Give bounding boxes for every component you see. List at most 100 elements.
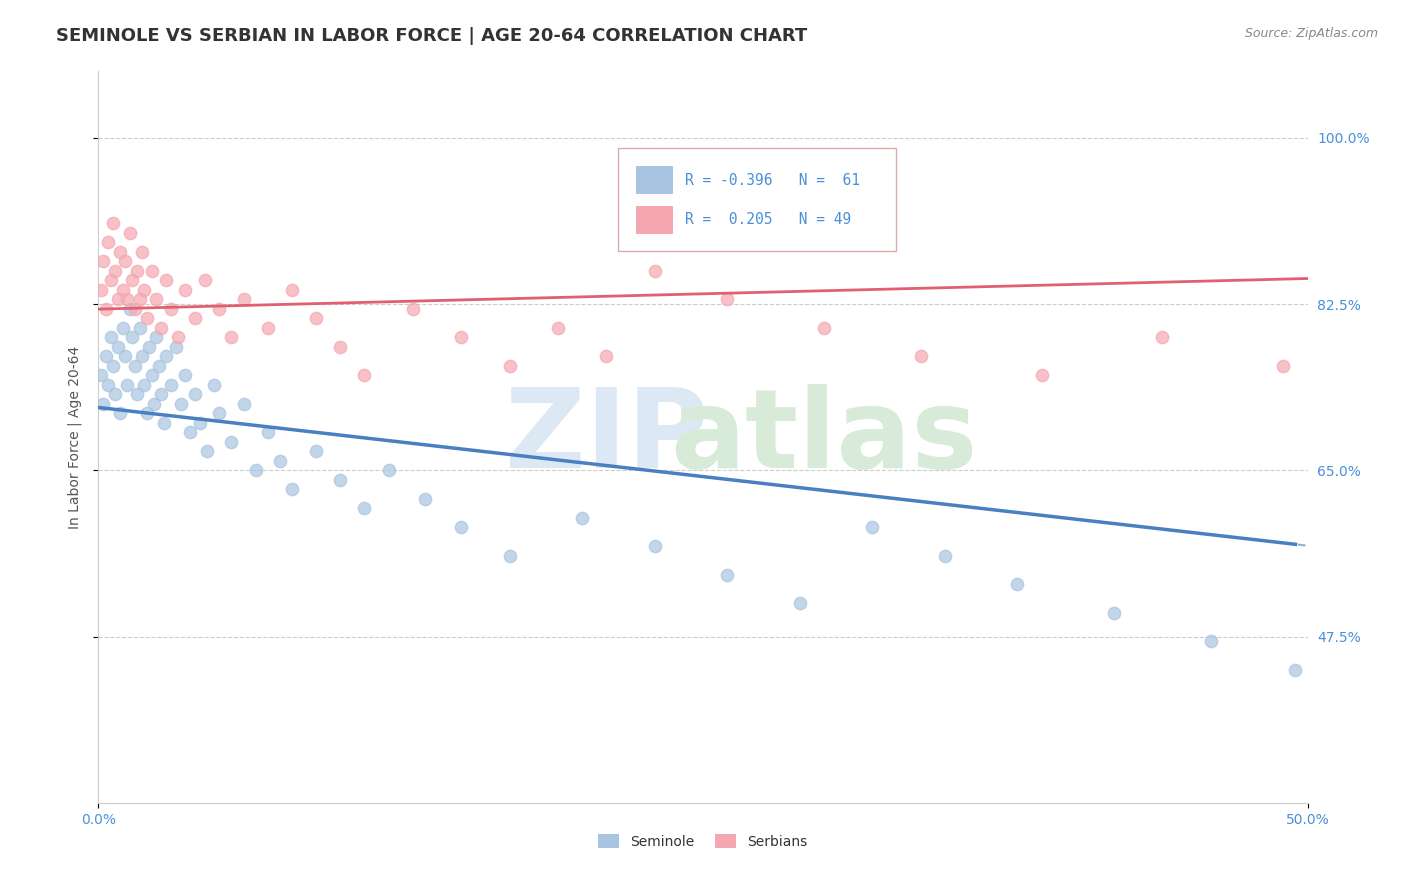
Point bbox=[402, 301, 425, 316]
Point bbox=[135, 311, 157, 326]
Point bbox=[108, 244, 131, 259]
Point bbox=[111, 321, 134, 335]
Point bbox=[148, 359, 170, 373]
Text: R = -0.396   N =  61: R = -0.396 N = 61 bbox=[685, 173, 860, 188]
Point bbox=[179, 425, 201, 440]
Point bbox=[245, 463, 267, 477]
Point bbox=[124, 359, 146, 373]
Point bbox=[716, 567, 738, 582]
Point bbox=[141, 368, 163, 383]
Point bbox=[118, 226, 141, 240]
Point bbox=[135, 406, 157, 420]
Point bbox=[232, 397, 254, 411]
Text: SEMINOLE VS SERBIAN IN LABOR FORCE | AGE 20-64 CORRELATION CHART: SEMINOLE VS SERBIAN IN LABOR FORCE | AGE… bbox=[56, 27, 807, 45]
Point bbox=[169, 397, 191, 411]
Point bbox=[716, 293, 738, 307]
Point bbox=[104, 264, 127, 278]
FancyBboxPatch shape bbox=[619, 148, 897, 251]
Point bbox=[131, 244, 153, 259]
Point bbox=[118, 301, 141, 316]
Point bbox=[155, 273, 177, 287]
Point bbox=[353, 501, 375, 516]
Point bbox=[97, 235, 120, 250]
Legend: Seminole, Serbians: Seminole, Serbians bbox=[593, 829, 813, 855]
Point bbox=[134, 283, 156, 297]
Text: atlas: atlas bbox=[671, 384, 977, 491]
Point bbox=[208, 406, 231, 420]
Point bbox=[160, 377, 183, 392]
Point bbox=[188, 416, 211, 430]
Point bbox=[1284, 663, 1306, 677]
Point bbox=[450, 520, 472, 534]
Point bbox=[1031, 368, 1053, 383]
Point bbox=[101, 216, 124, 230]
Point bbox=[101, 359, 124, 373]
Point bbox=[94, 301, 117, 316]
Point bbox=[269, 454, 291, 468]
Point bbox=[152, 416, 174, 430]
Point bbox=[1102, 606, 1125, 620]
Point bbox=[138, 340, 160, 354]
Text: R =  0.205   N = 49: R = 0.205 N = 49 bbox=[685, 212, 851, 227]
Point bbox=[184, 387, 207, 401]
Point bbox=[114, 254, 136, 268]
Point bbox=[498, 549, 520, 563]
Point bbox=[256, 425, 278, 440]
Point bbox=[91, 397, 114, 411]
Point bbox=[571, 511, 593, 525]
Point bbox=[145, 293, 167, 307]
Point bbox=[194, 273, 217, 287]
Point bbox=[121, 330, 143, 344]
Point bbox=[111, 283, 134, 297]
Point bbox=[104, 387, 127, 401]
Point bbox=[450, 330, 472, 344]
Point bbox=[174, 368, 197, 383]
Point bbox=[141, 264, 163, 278]
Point bbox=[184, 311, 207, 326]
Point bbox=[114, 349, 136, 363]
Point bbox=[150, 321, 173, 335]
Point bbox=[195, 444, 218, 458]
Point bbox=[134, 377, 156, 392]
Point bbox=[90, 283, 112, 297]
Point bbox=[232, 293, 254, 307]
Point bbox=[100, 330, 122, 344]
Point bbox=[124, 301, 146, 316]
Point bbox=[1152, 330, 1174, 344]
Point bbox=[160, 301, 183, 316]
Point bbox=[353, 368, 375, 383]
Point bbox=[377, 463, 399, 477]
Point bbox=[221, 330, 243, 344]
Point bbox=[256, 321, 278, 335]
Y-axis label: In Labor Force | Age 20-64: In Labor Force | Age 20-64 bbox=[67, 345, 83, 529]
Point bbox=[90, 368, 112, 383]
Point bbox=[128, 321, 150, 335]
Point bbox=[121, 273, 143, 287]
Point bbox=[155, 349, 177, 363]
Point bbox=[413, 491, 436, 506]
Point bbox=[128, 293, 150, 307]
Point bbox=[167, 330, 190, 344]
Point bbox=[117, 377, 139, 392]
Point bbox=[174, 283, 197, 297]
Bar bbox=[637, 206, 672, 234]
Point bbox=[127, 264, 149, 278]
Text: Source: ZipAtlas.com: Source: ZipAtlas.com bbox=[1244, 27, 1378, 40]
Point bbox=[1199, 634, 1222, 648]
Point bbox=[1272, 359, 1295, 373]
Point bbox=[644, 264, 666, 278]
Point bbox=[281, 283, 304, 297]
Point bbox=[97, 377, 120, 392]
Point bbox=[107, 340, 129, 354]
Point bbox=[329, 340, 352, 354]
Text: ZIP: ZIP bbox=[505, 384, 709, 491]
Point bbox=[204, 377, 226, 392]
Point bbox=[127, 387, 149, 401]
Point bbox=[547, 321, 569, 335]
Point bbox=[131, 349, 153, 363]
Point bbox=[281, 483, 304, 497]
Point bbox=[305, 311, 328, 326]
Point bbox=[595, 349, 617, 363]
Point bbox=[143, 397, 166, 411]
Point bbox=[1007, 577, 1029, 591]
